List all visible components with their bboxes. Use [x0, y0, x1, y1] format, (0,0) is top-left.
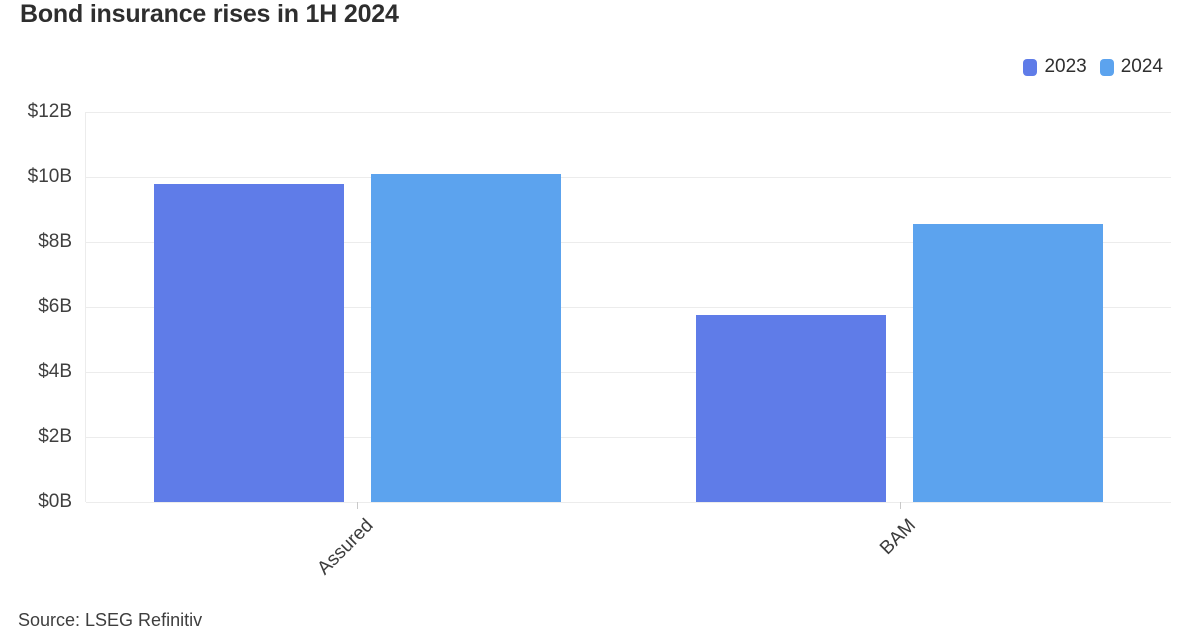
gridline-12b: [86, 112, 1171, 113]
bar-bam-2023: [696, 315, 887, 502]
legend-item-2024: 2024: [1099, 56, 1163, 78]
y-tick-label: $0B: [38, 491, 72, 512]
x-axis-label-assured: Assured: [312, 515, 378, 580]
gridline-2b: [86, 437, 1171, 438]
y-tick-label: $2B: [38, 426, 72, 447]
legend: 2023 2024: [1023, 56, 1163, 78]
legend-label: 2023: [1044, 56, 1087, 77]
x-tick-assured: [357, 502, 359, 509]
legend-item-2023: 2023: [1023, 56, 1087, 78]
gridline-4b: [86, 372, 1171, 373]
x-tick-bam: [899, 502, 901, 509]
gridline-10b: [86, 177, 1171, 178]
x-axis-label-bam: BAM: [875, 515, 920, 559]
y-tick-label: $6B: [38, 296, 72, 317]
legend-swatch-2023: [1023, 58, 1038, 76]
y-tick-label: $4B: [38, 361, 72, 382]
gridline-6b: [86, 307, 1171, 308]
bar-assured-2024: [370, 173, 561, 502]
legend-label: 2024: [1120, 56, 1163, 77]
source-note: Source: LSEG Refinitiv: [18, 610, 203, 630]
legend-swatch-2024: [1099, 58, 1114, 76]
gridline-8b: [86, 242, 1171, 243]
chart-title: Bond insurance rises in 1H 2024: [20, 0, 399, 28]
y-tick-label: $10B: [27, 166, 72, 187]
bar-bam-2024: [913, 224, 1104, 502]
gridline-0b: [86, 502, 1171, 503]
plot-area: Assured BAM: [85, 112, 1171, 579]
y-tick-label: $8B: [38, 231, 72, 252]
y-tick-label: $12B: [27, 101, 72, 122]
bar-assured-2023: [153, 183, 344, 502]
